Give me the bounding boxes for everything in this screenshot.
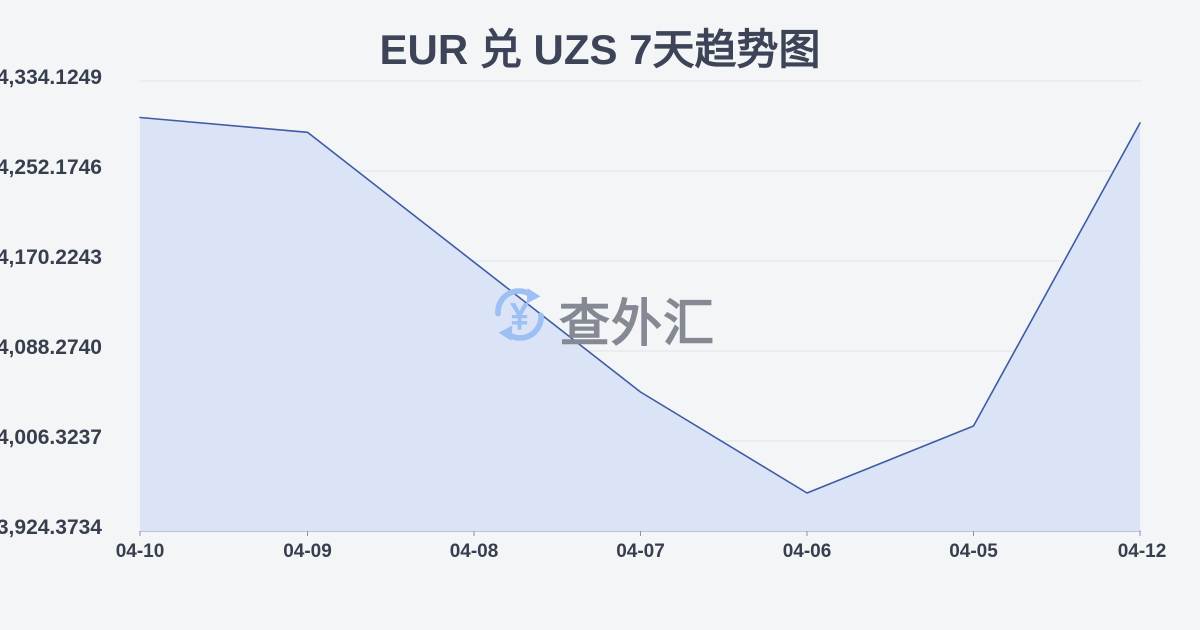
svg-text:04-10: 04-10 xyxy=(116,541,165,562)
svg-text:14,334.1249: 14,334.1249 xyxy=(0,66,102,89)
svg-text:04-06: 04-06 xyxy=(783,541,832,562)
svg-text:04-12: 04-12 xyxy=(1118,541,1167,562)
svg-text:13,924.3734: 13,924.3734 xyxy=(0,516,102,539)
svg-text:04-05: 04-05 xyxy=(949,541,998,562)
svg-text:14,088.2740: 14,088.2740 xyxy=(0,336,102,359)
svg-text:14,006.3237: 14,006.3237 xyxy=(0,426,102,449)
svg-text:14,252.1746: 14,252.1746 xyxy=(0,156,102,179)
svg-text:04-09: 04-09 xyxy=(283,541,332,562)
svg-text:14,170.2243: 14,170.2243 xyxy=(0,246,102,269)
svg-text:04-07: 04-07 xyxy=(616,541,665,562)
svg-text:04-08: 04-08 xyxy=(450,541,499,562)
